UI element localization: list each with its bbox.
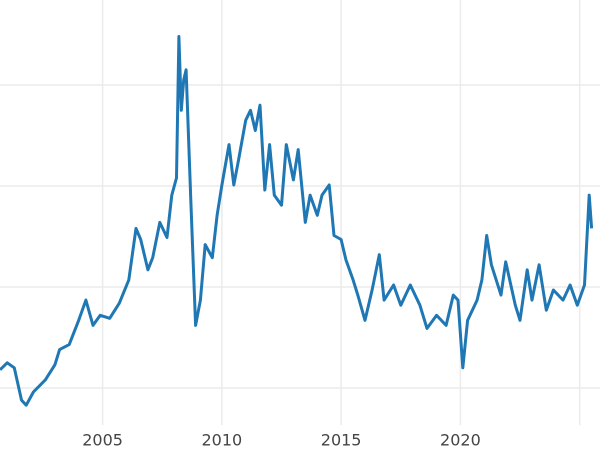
x-tick-label: 2010 [201, 431, 242, 450]
x-tick-label: 2005 [82, 431, 123, 450]
x-tick-label: 2015 [321, 431, 362, 450]
x-tick-label: 2020 [440, 431, 481, 450]
line [0, 35, 594, 407]
